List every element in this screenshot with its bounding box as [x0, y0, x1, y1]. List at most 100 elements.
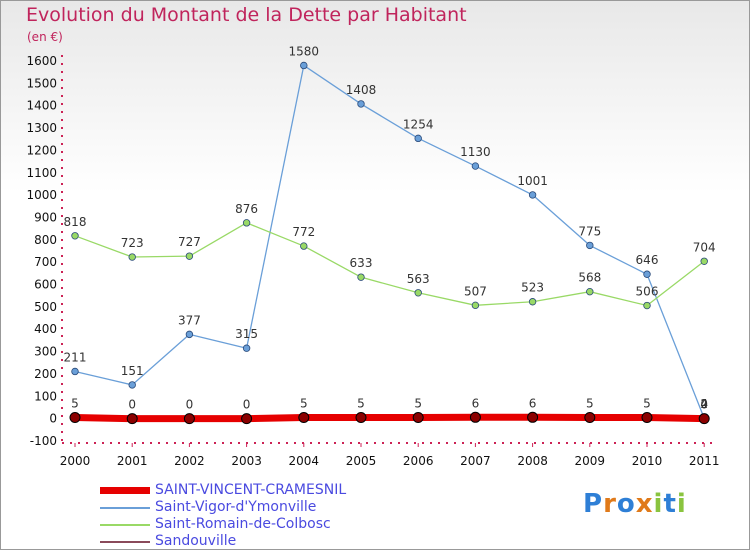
data-label: 507: [464, 284, 487, 298]
data-label: 772: [292, 225, 315, 239]
data-label: 775: [578, 224, 601, 238]
y-tick-label: 100: [34, 389, 57, 403]
data-label: 6: [472, 396, 480, 410]
legend-swatch: [100, 524, 150, 526]
x-tick-label: 2007: [460, 454, 491, 468]
legend-label: Saint-Vigor-d'Ymonville: [155, 499, 317, 515]
brand-letter: t: [663, 489, 677, 519]
data-label: 818: [64, 215, 87, 229]
data-point: [586, 287, 594, 296]
data-label: 727: [178, 235, 201, 249]
data-label: 0: [186, 398, 194, 412]
data-label: 0: [700, 398, 708, 412]
legend-swatch: [100, 541, 150, 543]
x-tick-label: 2001: [117, 454, 148, 468]
y-tick-label: 800: [34, 233, 57, 247]
y-tick-label: -100: [30, 434, 57, 448]
data-label: 1001: [517, 174, 548, 188]
brand-letter: P: [583, 489, 604, 519]
data-label: 0: [243, 398, 251, 412]
data-label: 4: [700, 397, 708, 411]
data-point: [300, 61, 308, 70]
x-tick-label: 2008: [517, 454, 548, 468]
data-point: [126, 413, 138, 425]
data-label: 646: [636, 253, 659, 267]
x-tick-label: 2004: [289, 454, 320, 468]
data-point: [414, 289, 422, 297]
brand-letter: i: [676, 489, 687, 519]
chart-title: Evolution du Montant de la Dette par Hab…: [26, 4, 467, 26]
legend-label: Saint-Romain-de-Colbosc: [155, 516, 331, 532]
data-point: [128, 253, 136, 261]
data-label: 5: [414, 397, 422, 411]
data-label: 5: [357, 397, 365, 411]
y-tick-label: 1300: [26, 121, 57, 135]
x-tick-label: 2002: [174, 454, 205, 468]
data-label: 5: [71, 397, 79, 411]
data-point: [69, 412, 81, 424]
legend-swatch: [100, 487, 150, 494]
legend-item: Saint-Romain-de-Colbosc: [100, 516, 400, 533]
legend-item: Saint-Vigor-d'Ymonville: [100, 499, 400, 516]
data-point: [242, 344, 251, 352]
x-tick-label: 2005: [346, 454, 377, 468]
series-line: [74, 413, 705, 423]
data-point: [185, 330, 194, 339]
data-label: 876: [235, 202, 258, 216]
data-point: [414, 134, 422, 143]
x-tick-label: 2003: [231, 454, 262, 468]
data-point: [586, 241, 594, 250]
data-point: [300, 242, 308, 250]
data-point: [242, 219, 251, 227]
y-tick-label: 400: [34, 322, 57, 336]
data-point: [71, 232, 79, 240]
data-label: 563: [407, 272, 430, 286]
x-tick-label: 2009: [575, 454, 606, 468]
data-point: [471, 162, 480, 170]
y-tick-label: 0: [49, 412, 57, 426]
data-point: [183, 413, 195, 425]
data-label: 151: [121, 364, 144, 378]
data-label: 0: [128, 398, 136, 412]
y-tick-label: 1400: [26, 99, 57, 113]
legend-item: Sandouville: [100, 533, 400, 550]
data-point: [698, 413, 710, 425]
y-tick-label: 300: [34, 345, 57, 359]
y-tick-label: 500: [34, 300, 57, 314]
brand-letter: i: [653, 489, 664, 519]
y-tick-label: 200: [34, 367, 57, 381]
data-point: [412, 412, 424, 424]
series-line: [74, 64, 705, 419]
data-label: 5: [643, 397, 651, 411]
data-point: [643, 270, 651, 278]
x-tick-label: 2000: [60, 454, 91, 468]
data-label: 1254: [403, 117, 434, 131]
data-point: [471, 301, 480, 310]
y-tick-label: 900: [34, 210, 57, 224]
y-tick-label: 1600: [26, 54, 57, 68]
data-label: 2: [700, 397, 708, 411]
data-label: 633: [350, 256, 373, 270]
data-label: 1130: [460, 145, 491, 159]
data-point: [241, 413, 253, 425]
data-point: [357, 100, 365, 108]
brand-letter: x: [635, 489, 654, 519]
data-label: 5: [300, 397, 308, 411]
data-point: [71, 367, 79, 376]
chart-legend: SAINT-VINCENT-CRAMESNIL Saint-Vigor-d'Ymo…: [100, 482, 400, 550]
data-label: 5: [586, 397, 594, 411]
data-point: [357, 273, 365, 281]
data-label: 723: [121, 236, 144, 250]
y-tick-label: 1100: [26, 166, 57, 180]
data-point: [643, 301, 651, 310]
chart-subtitle: (en €): [27, 30, 63, 44]
data-point: [584, 412, 596, 424]
data-point: [185, 252, 194, 260]
data-label: 523: [521, 281, 544, 295]
x-tick-label: 2011: [689, 454, 720, 468]
brand-letter: r: [603, 489, 617, 519]
data-label: 704: [693, 240, 716, 254]
y-tick-label: 600: [34, 278, 57, 292]
